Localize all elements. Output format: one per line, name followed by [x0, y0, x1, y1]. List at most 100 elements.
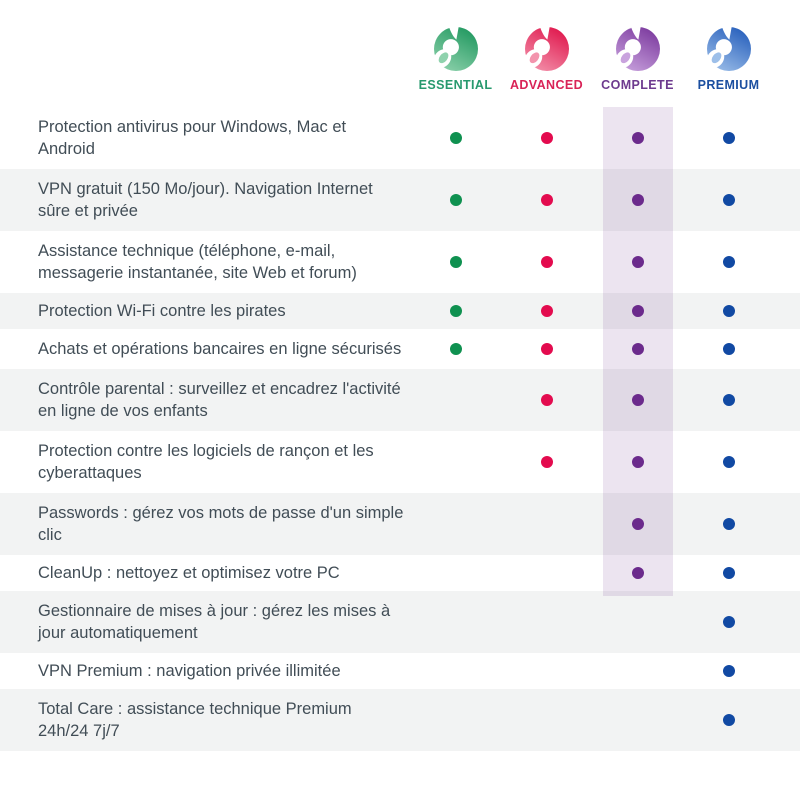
plan-availability-cell — [410, 132, 501, 144]
included-dot — [722, 394, 735, 406]
feature-label: Contrôle parental : surveillez et encadr… — [38, 380, 401, 420]
plan-availability-cell — [501, 394, 592, 406]
included-dot — [722, 456, 735, 468]
table-row: CleanUp : nettoyez et optimisez votre PC — [0, 555, 800, 591]
included-dot — [631, 132, 644, 144]
included-dot — [722, 714, 735, 726]
included-dot — [449, 343, 462, 355]
plan-availability-cell — [683, 256, 774, 268]
plan-column-header-premium: PREMIUM — [683, 27, 774, 92]
table-row: Protection contre les logiciels de ranço… — [0, 431, 800, 493]
plan-column-header-essential: ESSENTIAL — [410, 27, 501, 92]
included-dot — [540, 305, 553, 317]
plan-availability-cell — [592, 194, 683, 206]
table-row: Contrôle parental : surveillez et encadr… — [0, 369, 800, 431]
plan-name-label: COMPLETE — [601, 78, 674, 92]
included-dot — [540, 256, 553, 268]
feature-label: VPN Premium : navigation privée illimité… — [38, 662, 341, 680]
plan-availability-cell — [683, 616, 774, 628]
table-row: Passwords : gérez vos mots de passe d'un… — [0, 493, 800, 555]
plan-availability-cell — [410, 256, 501, 268]
included-dot — [631, 456, 644, 468]
plan-availability-cell — [683, 194, 774, 206]
feature-label: Protection Wi-Fi contre les pirates — [38, 302, 286, 320]
included-dot — [631, 567, 644, 579]
included-dot — [722, 256, 735, 268]
table-row: Achats et opérations bancaires en ligne … — [0, 329, 800, 369]
feature-label: Protection antivirus pour Windows, Mac e… — [38, 118, 347, 158]
included-dot — [722, 567, 735, 579]
table-row: Assistance technique (téléphone, e-mail,… — [0, 231, 800, 293]
plan-availability-cell — [501, 456, 592, 468]
plan-availability-cell — [501, 305, 592, 317]
table-row: Protection antivirus pour Windows, Mac e… — [0, 107, 800, 169]
included-dot — [449, 256, 462, 268]
plan-availability-cell — [683, 343, 774, 355]
included-dot — [540, 132, 553, 144]
plan-availability-cell — [592, 256, 683, 268]
included-dot — [722, 305, 735, 317]
plans-header: ESSENTIAL ADVANCED COMPLETE PREMIUM — [410, 27, 774, 92]
feature-label: VPN gratuit (150 Mo/jour). Navigation In… — [38, 180, 373, 220]
included-dot — [540, 394, 553, 406]
feature-label: Achats et opérations bancaires en ligne … — [38, 340, 402, 358]
plan-availability-cell — [592, 305, 683, 317]
included-dot — [631, 518, 644, 530]
plan-availability-cell — [592, 343, 683, 355]
plan-availability-cell — [501, 256, 592, 268]
plan-availability-cell — [683, 714, 774, 726]
plan-column-header-complete: COMPLETE — [592, 27, 683, 92]
included-dot — [631, 305, 644, 317]
plan-availability-cell — [501, 132, 592, 144]
included-dot — [449, 305, 462, 317]
plan-availability-cell — [683, 518, 774, 530]
included-dot — [631, 343, 644, 355]
feature-label: Protection contre les logiciels de ranço… — [38, 442, 374, 482]
plan-availability-cell — [683, 132, 774, 144]
included-dot — [540, 343, 553, 355]
plan-availability-cell — [410, 194, 501, 206]
plan-availability-cell — [592, 567, 683, 579]
included-dot — [449, 132, 462, 144]
plan-availability-cell — [410, 343, 501, 355]
included-dot — [540, 194, 553, 206]
table-row: VPN Premium : navigation privée illimité… — [0, 653, 800, 689]
feature-label: CleanUp : nettoyez et optimisez votre PC — [38, 564, 340, 582]
included-dot — [722, 343, 735, 355]
included-dot — [722, 132, 735, 144]
plan-name-label: ADVANCED — [509, 78, 584, 92]
table-row: Protection Wi-Fi contre les pirates — [0, 293, 800, 329]
included-dot — [631, 394, 644, 406]
included-dot — [722, 616, 735, 628]
table-row: Gestionnaire de mises à jour : gérez les… — [0, 591, 800, 653]
feature-label: Assistance technique (téléphone, e-mail,… — [38, 242, 357, 282]
plan-availability-cell — [683, 665, 774, 677]
included-dot — [722, 194, 735, 206]
plan-availability-cell — [683, 567, 774, 579]
feature-rows: Protection antivirus pour Windows, Mac e… — [0, 107, 800, 751]
feature-label: Passwords : gérez vos mots de passe d'un… — [38, 504, 404, 544]
included-dot — [722, 665, 735, 677]
included-dot — [540, 456, 553, 468]
plan-availability-cell — [501, 343, 592, 355]
plan-name-label: ESSENTIAL — [418, 78, 493, 92]
included-dot — [631, 256, 644, 268]
feature-label: Total Care : assistance technique Premiu… — [38, 700, 352, 740]
table-row: Total Care : assistance technique Premiu… — [0, 689, 800, 751]
included-dot — [449, 194, 462, 206]
plan-availability-cell — [501, 194, 592, 206]
table-row: VPN gratuit (150 Mo/jour). Navigation In… — [0, 169, 800, 231]
plan-column-header-advanced: ADVANCED — [501, 27, 592, 92]
plan-availability-cell — [683, 456, 774, 468]
feature-label: Gestionnaire de mises à jour : gérez les… — [38, 602, 391, 642]
plan-availability-cell — [683, 305, 774, 317]
plan-availability-cell — [592, 132, 683, 144]
plan-availability-cell — [592, 456, 683, 468]
plan-availability-cell — [410, 305, 501, 317]
plan-availability-cell — [592, 518, 683, 530]
plan-availability-cell — [683, 394, 774, 406]
included-dot — [722, 518, 735, 530]
included-dot — [631, 194, 644, 206]
plan-name-label: PREMIUM — [697, 78, 760, 92]
